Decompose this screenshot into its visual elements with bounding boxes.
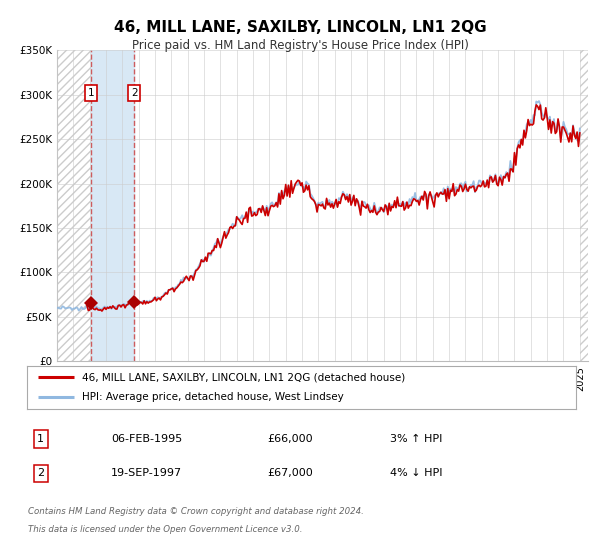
Text: £67,000: £67,000	[267, 468, 313, 478]
Text: 2: 2	[37, 468, 44, 478]
Text: 1: 1	[88, 88, 94, 98]
Text: This data is licensed under the Open Government Licence v3.0.: This data is licensed under the Open Gov…	[28, 525, 303, 534]
Text: 2: 2	[131, 88, 137, 98]
Text: 1: 1	[37, 434, 44, 444]
Text: 06-FEB-1995: 06-FEB-1995	[111, 434, 182, 444]
Text: 46, MILL LANE, SAXILBY, LINCOLN, LN1 2QG (detached house): 46, MILL LANE, SAXILBY, LINCOLN, LN1 2QG…	[82, 372, 405, 382]
Text: 46, MILL LANE, SAXILBY, LINCOLN, LN1 2QG: 46, MILL LANE, SAXILBY, LINCOLN, LN1 2QG	[113, 20, 487, 35]
Bar	[57, 50, 91, 361]
Text: £66,000: £66,000	[267, 434, 313, 444]
Text: 19-SEP-1997: 19-SEP-1997	[111, 468, 182, 478]
Text: Contains HM Land Registry data © Crown copyright and database right 2024.: Contains HM Land Registry data © Crown c…	[28, 507, 364, 516]
Bar	[580, 50, 596, 361]
Bar	[57, 50, 91, 361]
Text: 4% ↓ HPI: 4% ↓ HPI	[390, 468, 443, 478]
Text: Price paid vs. HM Land Registry's House Price Index (HPI): Price paid vs. HM Land Registry's House …	[131, 39, 469, 52]
Text: HPI: Average price, detached house, West Lindsey: HPI: Average price, detached house, West…	[82, 392, 344, 402]
Bar	[91, 50, 134, 361]
Text: 3% ↑ HPI: 3% ↑ HPI	[390, 434, 442, 444]
